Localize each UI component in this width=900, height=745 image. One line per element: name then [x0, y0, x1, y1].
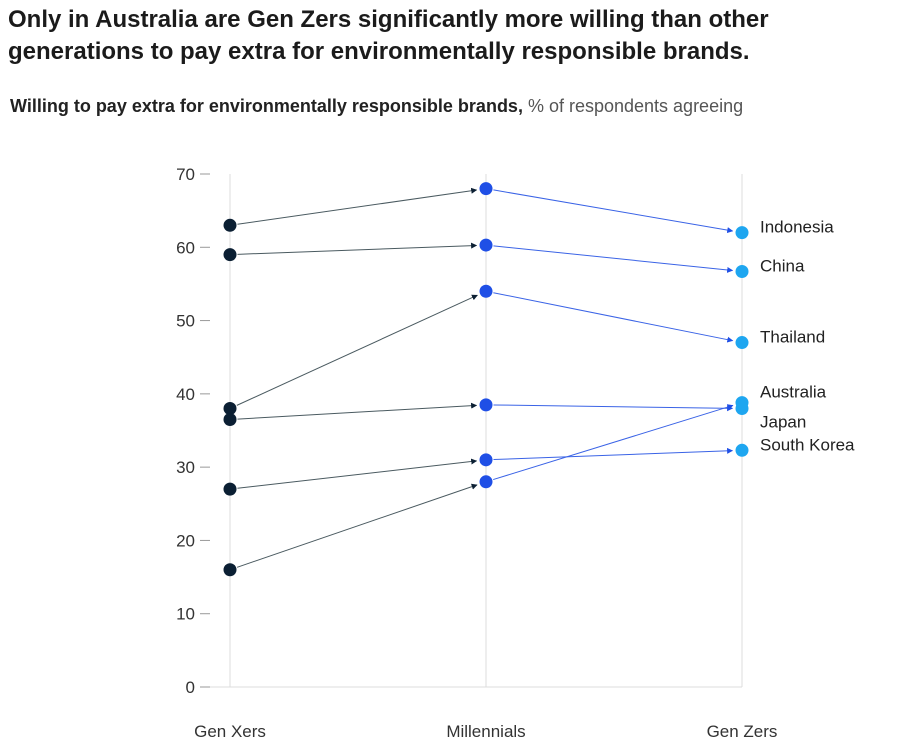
- data-point: [479, 182, 493, 196]
- x-category-label: Millennials: [446, 722, 525, 741]
- series-arrow: [493, 189, 734, 234]
- grid-layer: 0 10 20 30 40 50 60 70 Gen Xers Millennials Gen Ze…: [176, 165, 777, 741]
- data-point: [735, 264, 749, 278]
- y-tick-label: 40: [176, 385, 195, 404]
- y-tick-label: 10: [176, 605, 195, 624]
- data-point: [735, 402, 749, 416]
- data-point: [479, 453, 493, 467]
- data-point: [735, 226, 749, 240]
- y-tick-label: 0: [186, 678, 195, 697]
- data-point: [223, 563, 237, 577]
- data-point: [223, 218, 237, 232]
- x-category-label: Gen Zers: [707, 722, 778, 741]
- series-arrow: [493, 447, 734, 461]
- label-layer: Indonesia China Thailand Australia Japan Sout…: [760, 218, 855, 455]
- series-label: Thailand: [760, 328, 825, 347]
- series-arrow: [237, 242, 478, 255]
- y-tick-label: 30: [176, 458, 195, 477]
- subtitle-unit: % of respondents agreeing: [522, 96, 744, 116]
- series-label: China: [760, 256, 805, 275]
- data-point: [479, 398, 493, 412]
- y-tick-label: 60: [176, 238, 195, 257]
- data-point: [223, 482, 237, 496]
- series-arrow: [493, 245, 734, 273]
- y-tick-label: 50: [176, 312, 195, 331]
- y-tick-label: 20: [176, 531, 195, 550]
- series-arrow: [493, 292, 734, 343]
- data-point: [223, 413, 237, 427]
- series-label: Japan: [760, 413, 806, 432]
- x-category-label: Gen Xers: [194, 722, 266, 741]
- data-point: [223, 402, 237, 416]
- subtitle-bold: Willing to pay extra for environmentally…: [10, 96, 523, 116]
- chart-title: Only in Australia are Gen Zers significa…: [8, 6, 769, 65]
- y-tick-label: 70: [176, 165, 195, 184]
- series-arrow: [237, 458, 478, 489]
- series-label: South Korea: [760, 435, 855, 454]
- series-arrow: [237, 187, 478, 225]
- series-arrow: [237, 402, 478, 420]
- data-point: [479, 238, 493, 252]
- series-arrow: [493, 404, 734, 481]
- arrow-layer: [236, 187, 734, 568]
- data-point: [735, 336, 749, 350]
- series-arrow: [236, 294, 478, 406]
- chart-subtitle: Willing to pay extra for environmentally…: [10, 96, 743, 117]
- data-point: [735, 443, 749, 457]
- data-point: [479, 475, 493, 489]
- data-point: [479, 284, 493, 298]
- series-arrow: [236, 483, 478, 568]
- data-point: [223, 248, 237, 262]
- series-label: Indonesia: [760, 218, 834, 237]
- point-layer: [223, 182, 749, 577]
- series-label: Australia: [760, 383, 827, 402]
- series-arrow: [493, 404, 734, 412]
